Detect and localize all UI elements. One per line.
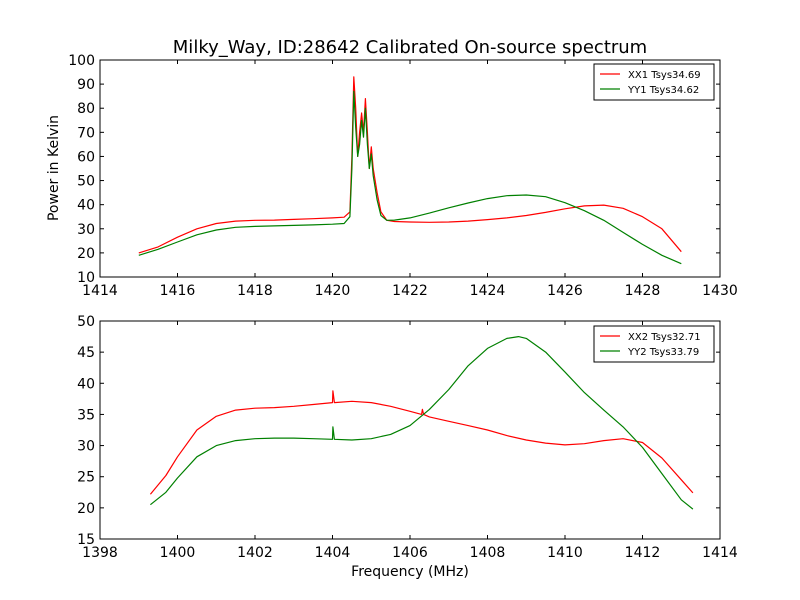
x-tick-label: 1412 <box>625 545 661 561</box>
series-line-yy <box>138 90 682 265</box>
y-tick-label: 35 <box>77 407 95 423</box>
y-tick-label: 25 <box>77 470 95 486</box>
x-tick-label: 1410 <box>547 545 583 561</box>
y-tick-label: 80 <box>77 101 95 117</box>
chart-title: Milky_Way, ID:28642 Calibrated On-source… <box>173 37 647 58</box>
top-spectrum-chart: Milky_Way, ID:28642 Calibrated On-source… <box>46 37 738 299</box>
y-tick-label: 90 <box>77 77 95 93</box>
x-tick-label: 1402 <box>237 545 273 561</box>
legend-label: YY1 Tsys34.62 <box>627 85 699 96</box>
y-axis-label: Power in Kelvin <box>46 115 62 221</box>
x-tick-label: 1414 <box>702 545 738 561</box>
y-tick-label: 100 <box>68 53 95 69</box>
y-tick-label: 45 <box>77 345 95 361</box>
y-tick-label: 70 <box>77 125 95 141</box>
legend-box <box>593 325 715 363</box>
x-tick-label: 1400 <box>160 545 196 561</box>
legend-label: YY2 Tsys33.79 <box>627 347 699 358</box>
y-tick-label: 20 <box>77 501 95 517</box>
series-line-xx <box>149 390 694 495</box>
x-tick-label: 1422 <box>392 283 428 299</box>
y-tick-label: 20 <box>77 246 95 262</box>
y-tick-label: 50 <box>77 174 95 190</box>
x-tick-label: 1430 <box>702 283 738 299</box>
x-tick-label: 1414 <box>82 283 118 299</box>
y-tick-label: 15 <box>77 532 95 548</box>
bottom-spectrum-chart: Frequency (MHz) 1398 1400 1402 1404 1406 1408… <box>77 314 738 580</box>
y-tick-label: 10 <box>77 270 95 286</box>
x-axis-label: Frequency (MHz) <box>351 564 469 580</box>
x-tick-label: 1406 <box>392 545 428 561</box>
legend-label: XX2 Tsys32.71 <box>628 332 701 343</box>
y-tick-label: 60 <box>77 149 95 165</box>
y-tick-label: 30 <box>77 222 95 238</box>
y-tick-label: 50 <box>77 314 95 330</box>
series-line-yy <box>150 336 694 510</box>
x-tick-label: 1398 <box>82 545 118 561</box>
x-tick-label: 1404 <box>315 545 351 561</box>
y-tick-label: 40 <box>77 376 95 392</box>
x-tick-label: 1420 <box>315 283 351 299</box>
y-tick-label: 40 <box>77 198 95 214</box>
legend-label: XX1 Tsys34.69 <box>628 70 701 81</box>
x-tick-label: 1426 <box>547 283 583 299</box>
x-tick-label: 1408 <box>470 545 506 561</box>
x-tick-label: 1428 <box>625 283 661 299</box>
x-tick-label: 1418 <box>237 283 273 299</box>
legend-box <box>593 63 715 101</box>
x-tick-label: 1424 <box>470 283 506 299</box>
x-tick-label: 1416 <box>160 283 196 299</box>
y-tick-label: 30 <box>77 439 95 455</box>
